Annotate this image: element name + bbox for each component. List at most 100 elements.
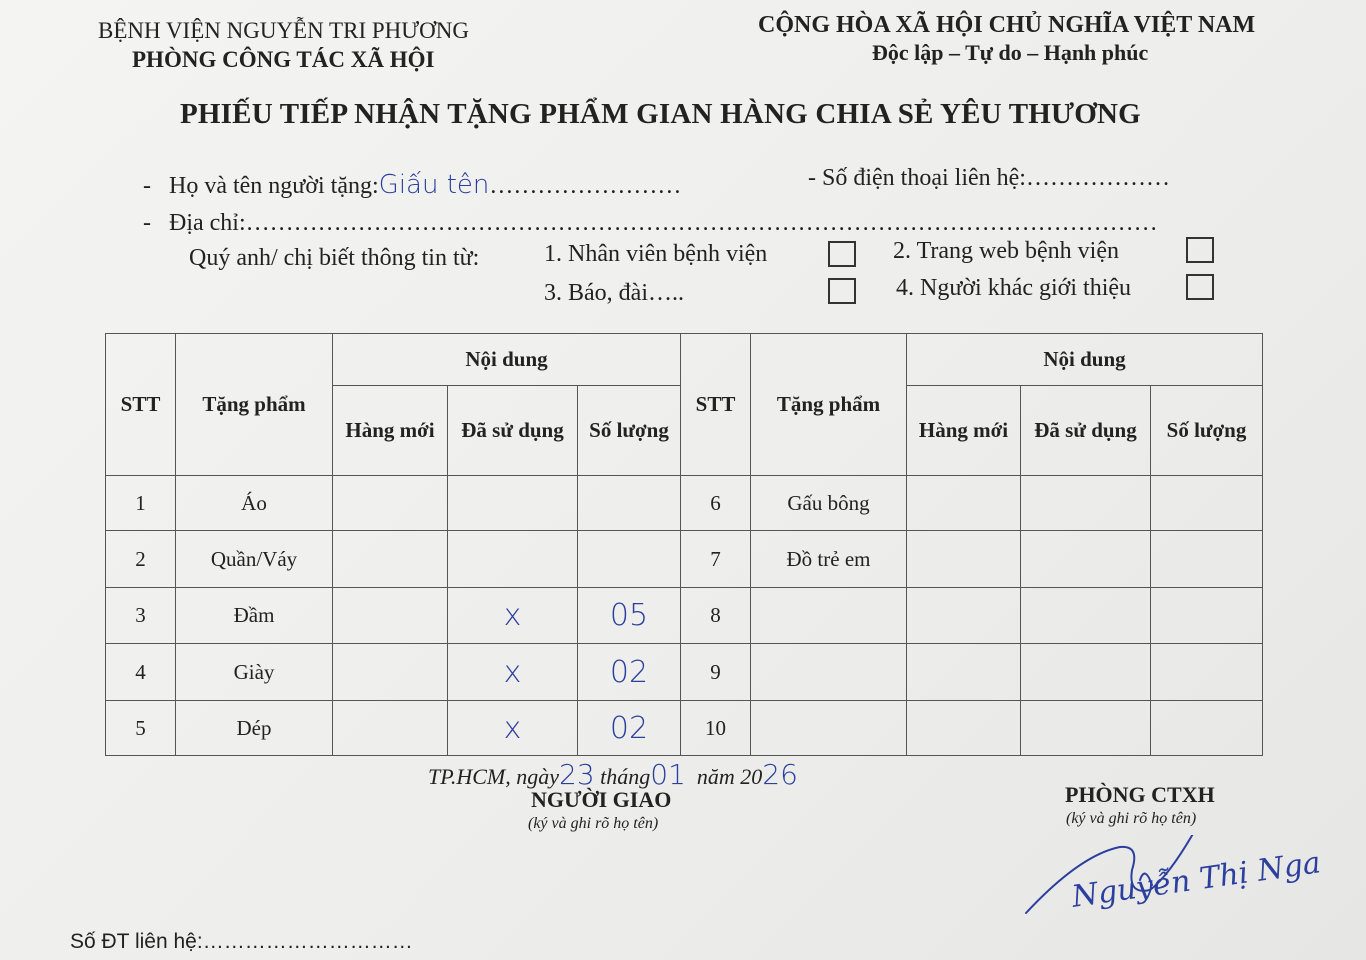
cell-stt: 9 <box>680 643 751 701</box>
table-row: 4 Giày x 02 9 <box>105 643 1263 701</box>
source-checkbox-2[interactable] <box>1186 237 1214 263</box>
donor-dots: …………………… <box>489 173 682 199</box>
cell-new[interactable] <box>906 643 1021 701</box>
header-used: Đã sử dụng <box>447 385 578 476</box>
giver-note: (ký và ghi rõ họ tên) <box>528 815 659 832</box>
source-label: Quý anh/ chị biết thông tin từ: <box>189 245 480 271</box>
header-qty: Số lượng <box>577 385 681 476</box>
cell-new[interactable] <box>906 587 1021 644</box>
cell-qty[interactable] <box>577 475 681 531</box>
cell-item: Đầm <box>175 587 333 644</box>
giver-title: NGƯỜI GIAO <box>531 787 672 812</box>
footer-phone: Số ĐT liên hệ:………………………… <box>70 930 413 954</box>
cell-qty[interactable] <box>1150 700 1263 756</box>
cell-used[interactable]: x <box>447 587 578 644</box>
cell-stt: 3 <box>105 587 176 644</box>
cell-item <box>750 643 907 701</box>
cell-stt: 7 <box>680 530 751 588</box>
donor-row: - Họ và tên người tặng:Giấu tên…………………… <box>143 170 682 200</box>
cell-stt: 6 <box>680 475 751 531</box>
header-content: Nội dung <box>332 333 681 386</box>
cell-stt: 1 <box>105 475 176 531</box>
cell-new[interactable] <box>332 587 448 644</box>
receiver-note: (ký và ghi rõ họ tên) <box>1066 810 1197 827</box>
address-label: Địa chỉ: <box>169 210 246 236</box>
receiver-signature <box>1025 835 1194 914</box>
cell-item: Gấu bông <box>750 475 907 531</box>
header-content: Nội dung <box>906 333 1263 386</box>
date-line: TP.HCM, ngày23 tháng01 năm 2026 <box>428 758 798 791</box>
cell-used[interactable] <box>1020 643 1151 701</box>
table-row: 5 Dép x 02 10 <box>105 700 1263 756</box>
header-qty: Số lượng <box>1150 385 1263 476</box>
source-checkbox-1[interactable] <box>828 241 856 267</box>
date-prefix: TP.HCM, ngày <box>428 764 559 789</box>
cell-used[interactable] <box>1020 530 1151 588</box>
cell-qty[interactable]: 05 <box>577 587 681 644</box>
date-day[interactable]: 23 <box>559 758 595 791</box>
cell-item: Giày <box>175 643 333 701</box>
cell-stt: 8 <box>680 587 751 644</box>
cell-used[interactable] <box>1020 700 1151 756</box>
phone-row: - Số điện thoại liên hệ:……………… <box>808 165 1170 192</box>
cell-new[interactable] <box>906 530 1021 588</box>
source-option-2: 2. Trang web bệnh viện <box>893 238 1119 264</box>
header-item: Tặng phẩm <box>750 333 907 476</box>
motto: Độc lập – Tự do – Hạnh phúc <box>872 40 1149 65</box>
cell-qty[interactable]: 02 <box>577 643 681 701</box>
header-used: Đã sử dụng <box>1020 385 1151 476</box>
cell-new[interactable] <box>906 700 1021 756</box>
cell-stt: 4 <box>105 643 176 701</box>
cell-stt: 10 <box>680 700 751 756</box>
year-label: năm 20 <box>696 764 763 789</box>
cell-qty[interactable] <box>1150 475 1263 531</box>
source-option-3: 3. Báo, đài….. <box>544 280 684 306</box>
header-item: Tặng phẩm <box>175 333 333 476</box>
hospital-name: BỆNH VIỆN NGUYỄN TRI PHƯƠNG <box>98 18 469 43</box>
cell-qty[interactable] <box>1150 643 1263 701</box>
source-checkbox-3[interactable] <box>828 278 856 304</box>
cell-item: Quần/Váy <box>175 530 333 588</box>
cell-new[interactable] <box>906 475 1021 531</box>
table-row: 2 Quần/Váy 7 Đồ trẻ em <box>105 530 1263 588</box>
cell-stt: 2 <box>105 530 176 588</box>
donation-table: STT Tặng phẩm Nội dung STT Tặng phẩm Nội… <box>105 333 1263 756</box>
cell-used[interactable] <box>447 475 578 531</box>
form-title: PHIẾU TIẾP NHẬN TẶNG PHẨM GIAN HÀNG CHIA… <box>180 98 1141 130</box>
footer-phone-dots[interactable]: ………………………… <box>202 930 413 953</box>
cell-new[interactable] <box>332 700 448 756</box>
source-option-1: 1. Nhân viên bệnh viện <box>544 241 768 267</box>
address-row: - Địa chỉ:………………………………………………………………………………… <box>143 210 1158 236</box>
cell-item: Áo <box>175 475 333 531</box>
date-month[interactable]: 01 <box>650 758 686 791</box>
cell-item <box>750 587 907 644</box>
nation-name: CỘNG HÒA XÃ HỘI CHỦ NGHĨA VIỆT NAM <box>758 12 1256 38</box>
source-checkbox-4[interactable] <box>1186 274 1214 300</box>
department-name: PHÒNG CÔNG TÁC XÃ HỘI <box>132 47 435 72</box>
cell-qty[interactable] <box>1150 587 1263 644</box>
cell-used[interactable]: x <box>447 700 578 756</box>
cell-used[interactable] <box>447 530 578 588</box>
cell-new[interactable] <box>332 530 448 588</box>
cell-qty[interactable] <box>577 530 681 588</box>
donor-label: Họ và tên người tặng: <box>169 173 379 199</box>
cell-used[interactable] <box>1020 587 1151 644</box>
footer-phone-label: Số ĐT liên hệ: <box>70 930 203 953</box>
phone-dots[interactable]: ……………… <box>1025 165 1170 191</box>
header-stt: STT <box>105 333 176 476</box>
header-new: Hàng mới <box>906 385 1021 476</box>
cell-qty[interactable] <box>1150 530 1263 588</box>
month-label: tháng <box>600 764 651 789</box>
cell-new[interactable] <box>332 643 448 701</box>
date-year[interactable]: 26 <box>762 758 798 791</box>
cell-qty[interactable]: 02 <box>577 700 681 756</box>
address-dots[interactable]: …………………………………………………………………………………………………… <box>245 210 1158 236</box>
cell-item: Đồ trẻ em <box>750 530 907 588</box>
table-row: 1 Áo 6 Gấu bông <box>105 475 1263 531</box>
cell-stt: 5 <box>105 700 176 756</box>
cell-used[interactable]: x <box>447 643 578 701</box>
phone-label: - Số điện thoại liên hệ: <box>808 165 1026 191</box>
donor-value[interactable]: Giấu tên <box>378 170 490 200</box>
cell-new[interactable] <box>332 475 448 531</box>
cell-used[interactable] <box>1020 475 1151 531</box>
